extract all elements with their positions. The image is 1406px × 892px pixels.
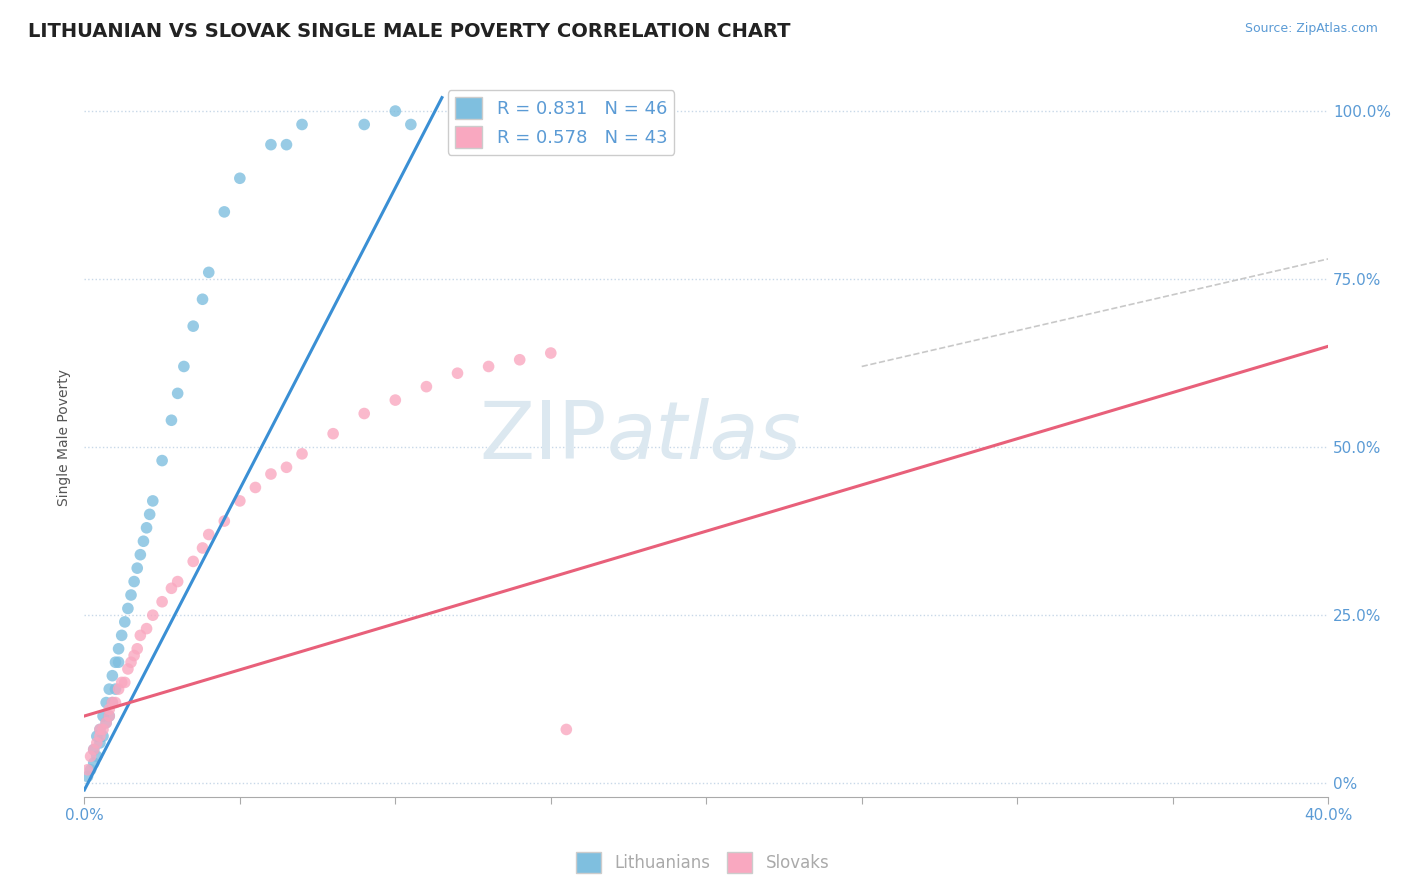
Point — [86, 749, 108, 764]
Point — [107, 641, 129, 656]
Legend: R = 0.831   N = 46, R = 0.578   N = 43: R = 0.831 N = 46, R = 0.578 N = 43 — [449, 90, 675, 155]
Point — [98, 709, 121, 723]
Point — [120, 588, 142, 602]
Point — [104, 655, 127, 669]
Point — [291, 118, 314, 132]
Point — [91, 709, 114, 723]
Point — [89, 729, 111, 743]
Point — [83, 756, 105, 770]
Point — [122, 574, 145, 589]
Point — [94, 715, 117, 730]
Point — [138, 508, 160, 522]
Point — [129, 548, 152, 562]
Point — [181, 554, 204, 568]
Point — [142, 608, 165, 623]
Point — [446, 366, 468, 380]
Point — [117, 601, 139, 615]
Point — [86, 729, 108, 743]
Point — [114, 675, 136, 690]
Point — [353, 118, 375, 132]
Point — [132, 534, 155, 549]
Point — [91, 729, 114, 743]
Point — [79, 749, 101, 764]
Point — [98, 702, 121, 716]
Point — [191, 541, 214, 555]
Point — [181, 319, 204, 334]
Point — [89, 723, 111, 737]
Point — [83, 742, 105, 756]
Point — [150, 453, 173, 467]
Point — [322, 426, 344, 441]
Point — [129, 628, 152, 642]
Point — [160, 413, 183, 427]
Point — [91, 723, 114, 737]
Point — [245, 480, 267, 494]
Point — [260, 467, 283, 481]
Point — [399, 118, 422, 132]
Point — [89, 736, 111, 750]
Point — [122, 648, 145, 663]
Text: ZIP: ZIP — [479, 398, 607, 476]
Point — [127, 641, 149, 656]
Text: atlas: atlas — [607, 398, 801, 476]
Point — [98, 709, 121, 723]
Point — [135, 622, 157, 636]
Point — [117, 662, 139, 676]
Point — [166, 386, 188, 401]
Point — [86, 736, 108, 750]
Point — [260, 137, 283, 152]
Point — [197, 265, 219, 279]
Point — [89, 723, 111, 737]
Point — [191, 292, 214, 306]
Point — [101, 668, 124, 682]
Point — [111, 628, 134, 642]
Point — [160, 582, 183, 596]
Point — [276, 460, 298, 475]
Point — [104, 696, 127, 710]
Point — [415, 379, 437, 393]
Point — [353, 407, 375, 421]
Point — [509, 352, 531, 367]
Legend: Lithuanians, Slovaks: Lithuanians, Slovaks — [569, 846, 837, 880]
Point — [142, 494, 165, 508]
Point — [166, 574, 188, 589]
Point — [478, 359, 501, 374]
Point — [384, 393, 406, 408]
Point — [76, 763, 98, 777]
Point — [107, 682, 129, 697]
Point — [135, 521, 157, 535]
Point — [214, 514, 236, 528]
Point — [104, 682, 127, 697]
Point — [229, 171, 252, 186]
Point — [214, 205, 236, 219]
Point — [173, 359, 195, 374]
Y-axis label: Single Male Poverty: Single Male Poverty — [58, 368, 72, 506]
Point — [107, 655, 129, 669]
Point — [94, 715, 117, 730]
Point — [555, 723, 578, 737]
Point — [101, 696, 124, 710]
Text: LITHUANIAN VS SLOVAK SINGLE MALE POVERTY CORRELATION CHART: LITHUANIAN VS SLOVAK SINGLE MALE POVERTY… — [28, 22, 790, 41]
Point — [111, 675, 134, 690]
Point — [83, 742, 105, 756]
Point — [79, 763, 101, 777]
Point — [101, 696, 124, 710]
Point — [291, 447, 314, 461]
Text: Source: ZipAtlas.com: Source: ZipAtlas.com — [1244, 22, 1378, 36]
Point — [276, 137, 298, 152]
Point — [540, 346, 562, 360]
Point — [150, 595, 173, 609]
Point — [120, 655, 142, 669]
Point — [76, 770, 98, 784]
Point — [94, 696, 117, 710]
Point — [229, 494, 252, 508]
Point — [197, 527, 219, 541]
Point — [127, 561, 149, 575]
Point — [114, 615, 136, 629]
Point — [384, 103, 406, 118]
Point — [98, 682, 121, 697]
